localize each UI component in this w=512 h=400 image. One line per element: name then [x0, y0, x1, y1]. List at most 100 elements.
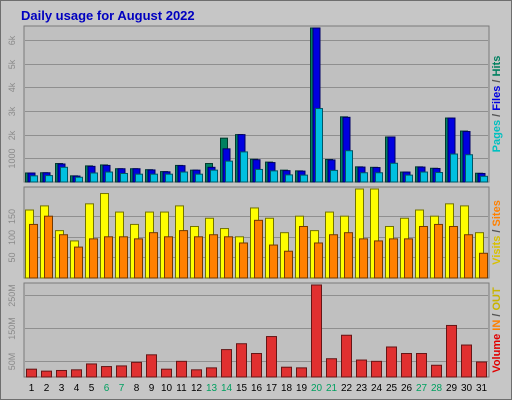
bar-volume — [401, 353, 412, 378]
bar-volume — [311, 284, 322, 378]
bar-pages — [480, 175, 488, 183]
axis-label-part: Visits — [491, 236, 503, 265]
bar-sites — [404, 238, 413, 279]
bar-sites — [59, 234, 68, 279]
bar-volume — [281, 366, 292, 378]
bar-pages — [405, 174, 413, 183]
x-tick-label: 21 — [326, 383, 338, 394]
bar-volume — [41, 370, 52, 378]
axis-label-part: Sites — [491, 200, 503, 226]
bar-sites — [464, 234, 473, 279]
chart-title: Daily usage for August 2022 — [21, 8, 195, 23]
x-tick-label: 18 — [281, 383, 293, 394]
bar-sites — [224, 236, 233, 279]
axis-label-part: / — [491, 311, 503, 320]
axis-label-part: / — [491, 111, 503, 120]
visits-sites-y-tick-label: 150 — [7, 209, 17, 224]
bar-volume — [71, 369, 82, 378]
bar-sites — [74, 246, 83, 279]
bar-pages — [45, 175, 53, 183]
bar-pages — [315, 108, 323, 183]
bar-pages — [420, 171, 428, 183]
x-tick-label: 31 — [476, 383, 488, 394]
bar-pages — [120, 172, 128, 183]
bar-sites — [344, 232, 353, 279]
bar-pages — [165, 173, 173, 183]
pages-files-hits-axis-label: Pages / Files / Hits — [491, 56, 503, 153]
bar-sites — [89, 238, 98, 279]
axis-label-part: OUT — [491, 287, 503, 311]
bar-pages — [390, 162, 398, 183]
pages-files-hits-y-tick-label: 2k — [7, 130, 17, 140]
bar-volume — [431, 364, 442, 378]
x-tick-label: 1 — [29, 383, 35, 394]
x-tick-label: 4 — [74, 383, 80, 394]
x-tick-label: 12 — [191, 383, 203, 394]
x-tick-label: 6 — [104, 383, 110, 394]
bar-volume — [236, 343, 247, 378]
bar-volume — [461, 344, 472, 378]
x-tick-label: 17 — [266, 383, 278, 394]
bar-pages — [285, 174, 293, 183]
chart-panels: 1000 2k 3k 4k 5k 6k Pages / Files / Hits 50 100 1… — [7, 25, 503, 378]
bar-volume — [416, 353, 427, 378]
bar-volume — [26, 368, 37, 378]
bar-sites — [329, 234, 338, 279]
axis-label-part: / — [491, 76, 503, 85]
axis-label-part: Files — [491, 86, 503, 111]
x-tick-label: 28 — [431, 383, 443, 394]
bar-sites — [239, 242, 248, 279]
x-tick-label: 8 — [134, 383, 140, 394]
pages-files-hits-y-tick-label: 4k — [7, 82, 17, 92]
pages-files-hits-y-tick-label: 5k — [7, 59, 17, 69]
bar-sites — [119, 236, 128, 279]
bar-volume — [386, 346, 397, 378]
x-tick-label: 22 — [341, 383, 353, 394]
x-tick-label: 13 — [206, 383, 218, 394]
bar-pages — [465, 154, 473, 183]
x-tick-label: 7 — [119, 383, 125, 394]
bar-sites — [179, 230, 188, 279]
volume-axis-label: Volume IN / OUT — [491, 287, 503, 373]
bar-volume — [446, 324, 457, 378]
bar-volume — [296, 367, 307, 378]
bar-pages — [240, 151, 248, 183]
bar-pages — [450, 153, 458, 183]
bar-pages — [270, 170, 278, 183]
bar-volume — [266, 336, 277, 378]
x-tick-label: 10 — [161, 383, 173, 394]
bar-sites — [194, 236, 203, 279]
x-tick-label: 5 — [89, 383, 95, 394]
x-tick-label: 23 — [356, 383, 368, 394]
x-tick-label: 27 — [416, 383, 428, 394]
bar-pages — [255, 168, 263, 183]
bar-volume — [191, 369, 202, 378]
bar-volume — [476, 361, 487, 378]
bar-pages — [435, 172, 443, 183]
bar-pages — [195, 173, 203, 183]
bar-sites — [44, 215, 53, 279]
bar-sites — [359, 238, 368, 279]
bar-sites — [149, 232, 158, 279]
bar-volume — [86, 363, 97, 378]
bar-volume — [146, 354, 157, 378]
x-tick-label: 3 — [59, 383, 65, 394]
bar-sites — [284, 250, 293, 279]
visits-sites-y-tick-label: 50 — [7, 252, 17, 262]
bar-sites — [449, 225, 458, 279]
bar-volume — [251, 353, 262, 378]
bar-sites — [254, 219, 263, 279]
bar-volume — [206, 367, 217, 378]
bar-volume — [176, 360, 187, 378]
x-tick-label: 16 — [251, 383, 263, 394]
x-tick-label: 29 — [446, 383, 458, 394]
axis-label-part: Hits — [491, 56, 503, 77]
axis-label-part: IN — [491, 320, 503, 331]
x-tick-label: 19 — [296, 383, 308, 394]
bar-pages — [60, 166, 68, 183]
bar-pages — [345, 150, 353, 183]
bar-volume — [371, 360, 382, 378]
bar-sites — [434, 223, 443, 279]
volume-y-tick-label: 250M — [7, 284, 17, 307]
